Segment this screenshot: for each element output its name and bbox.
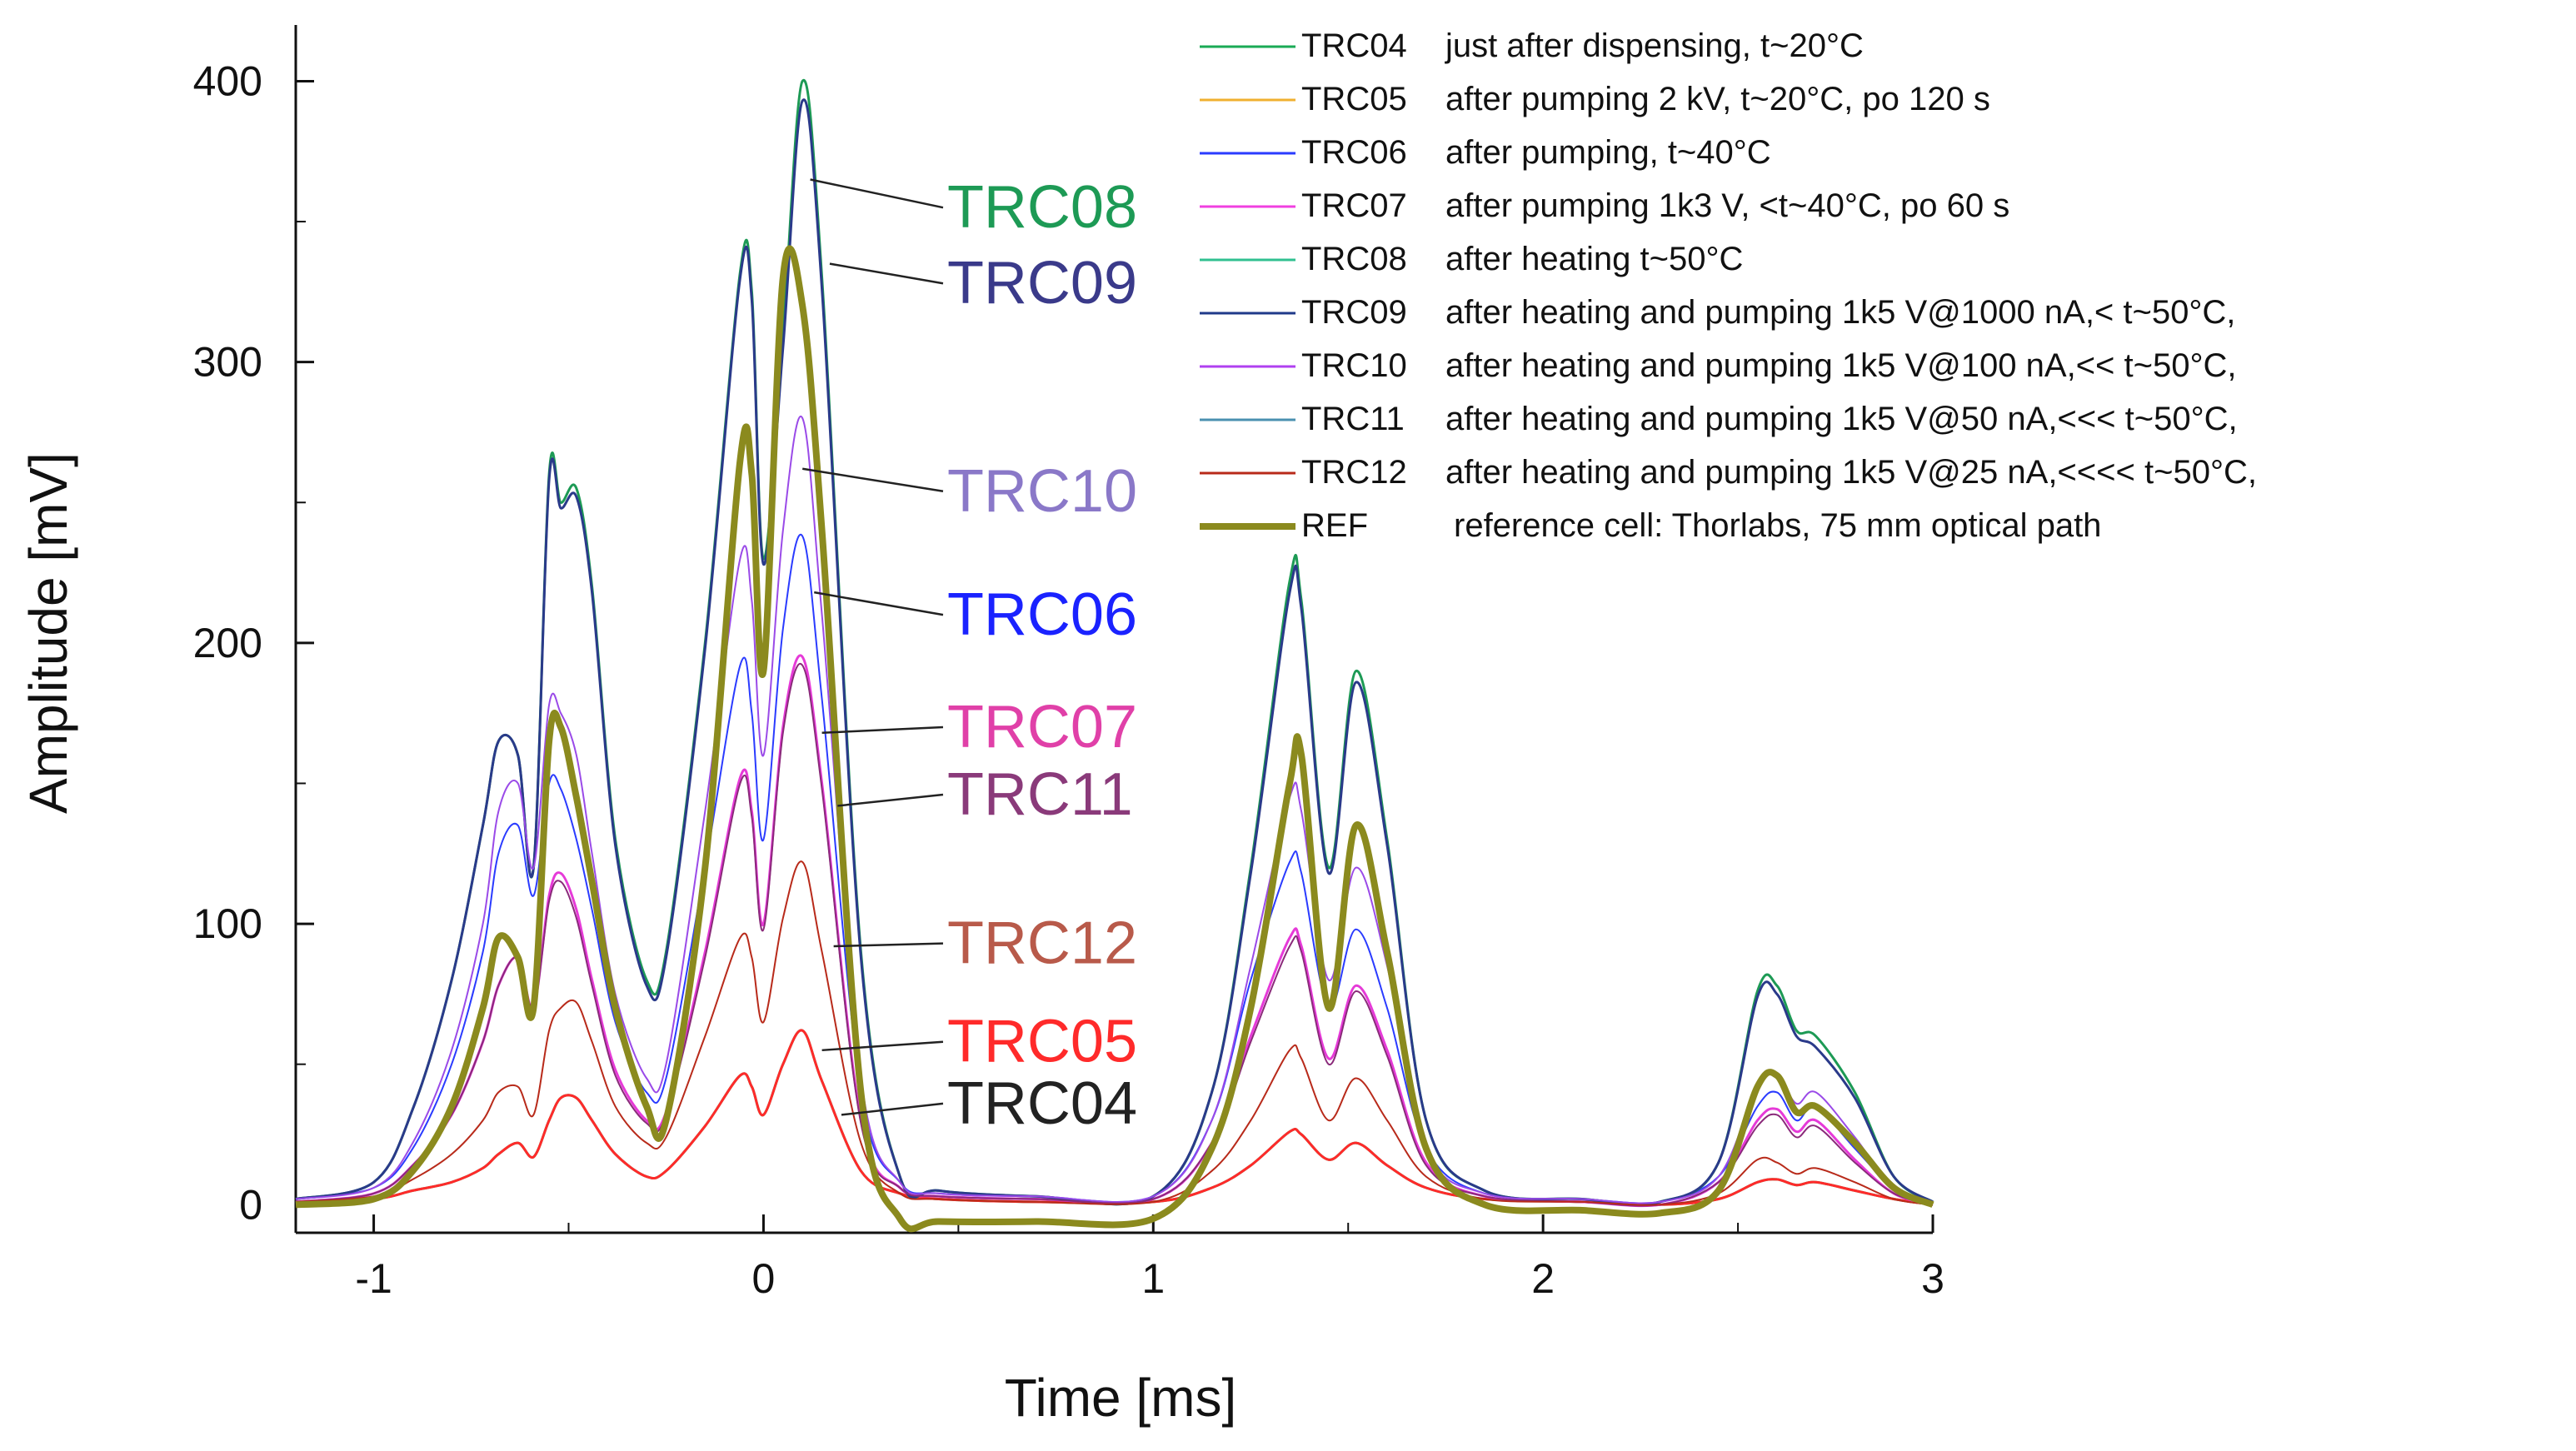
series-lines (295, 78, 1934, 1233)
y-axis-title: Amplitude [mV] (18, 452, 78, 814)
y-tick-label: 100 (193, 900, 262, 947)
callout-label-trc11: TRC11 (947, 761, 1133, 828)
callout-leader-trc10 (802, 467, 944, 493)
series-line-ref (295, 245, 1934, 1233)
legend-code-trc10: TRC10 (1301, 347, 1407, 384)
x-tick-label: 3 (1921, 1255, 1944, 1302)
callout-label-trc08: TRC08 (947, 174, 1137, 241)
callout-leader-trc08 (810, 178, 944, 209)
callout-label-trc05: TRC05 (947, 1009, 1137, 1075)
legend-code-trc06: TRC06 (1301, 134, 1407, 171)
x-tick-label: 0 (752, 1255, 776, 1302)
legend-desc-trc09: after heating and pumping 1k5 V@1000 nA,… (1445, 294, 2235, 331)
legend-code-trc07: TRC07 (1301, 187, 1407, 224)
legend-code-trc09: TRC09 (1301, 294, 1407, 331)
callout-leader-trc07 (821, 726, 944, 735)
callout-leader-trc04 (841, 1102, 944, 1116)
legend-desc-trc07: after pumping 1k3 V, <t~40°C, po 60 s (1445, 187, 2009, 224)
callout-leader-trc09 (829, 262, 944, 285)
series-line-trc09 (295, 98, 1934, 1206)
callout-leader-trc05 (821, 1040, 944, 1052)
y-tick-label: 200 (193, 620, 262, 666)
legend-desc-trc08: after heating t~50°C (1445, 241, 1743, 277)
x-tick-label: -1 (355, 1255, 392, 1302)
legend-code-trc12: TRC12 (1301, 454, 1407, 491)
legend-desc-trc04: just after dispensing, t~20°C (1445, 27, 1864, 64)
legend-desc-trc11: after heating and pumping 1k5 V@50 nA,<<… (1445, 401, 2238, 437)
y-tick-label: 300 (193, 339, 262, 386)
legend-desc-ref: reference cell: Thorlabs, 75 mm optical … (1454, 507, 2101, 544)
legend-code-trc08: TRC08 (1301, 241, 1407, 277)
legend-desc-trc05: after pumping 2 kV, t~20°C, po 120 s (1445, 81, 1990, 117)
x-tick-label: 2 (1531, 1255, 1555, 1302)
legend-code-ref: REF (1301, 507, 1368, 544)
legend-code-trc04: TRC04 (1301, 27, 1407, 64)
callout-label-trc12: TRC12 (947, 910, 1137, 977)
callout-label-trc10: TRC10 (947, 458, 1137, 525)
axes: -1 0 1 2 3 0 100 200 300 400 (193, 25, 1944, 1302)
callout-label-trc06: TRC06 (947, 581, 1137, 648)
callout-label-trc07: TRC07 (947, 694, 1137, 760)
legend-desc-trc12: after heating and pumping 1k5 V@25 nA,<<… (1445, 454, 2257, 491)
y-tick-label: 0 (239, 1181, 262, 1228)
legend-code-trc11: TRC11 (1301, 401, 1405, 437)
callout-label-trc09: TRC09 (947, 250, 1137, 317)
callout-label-trc04: TRC04 (947, 1070, 1137, 1137)
legend-desc-trc10: after heating and pumping 1k5 V@100 nA,<… (1445, 347, 2236, 384)
legend-code-trc05: TRC05 (1301, 81, 1407, 117)
x-tick-label: 1 (1141, 1255, 1165, 1302)
callout-leader-trc12 (833, 942, 943, 948)
legend: TRC04 just after dispensing, t~20°C TRC05 a… (1200, 27, 2257, 544)
y-tick-label: 400 (193, 57, 262, 104)
series-line-trc12 (295, 860, 1934, 1206)
x-axis-title: Time [ms] (1005, 1368, 1237, 1428)
legend-desc-trc06: after pumping, t~40°C (1445, 134, 1771, 171)
callout-leader-trc06 (814, 591, 944, 616)
callout-leader-trc11 (837, 793, 944, 807)
